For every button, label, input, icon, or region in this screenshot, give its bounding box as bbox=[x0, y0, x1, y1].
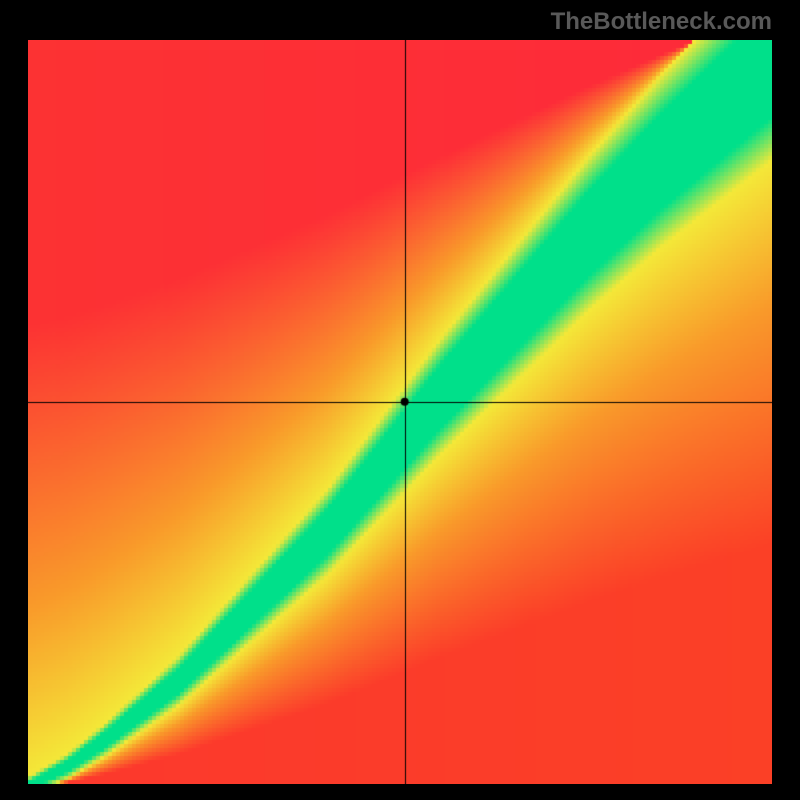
chart-container: TheBottleneck.com bbox=[0, 0, 800, 800]
watermark-text: TheBottleneck.com bbox=[551, 8, 772, 36]
heatmap-canvas bbox=[28, 40, 772, 784]
